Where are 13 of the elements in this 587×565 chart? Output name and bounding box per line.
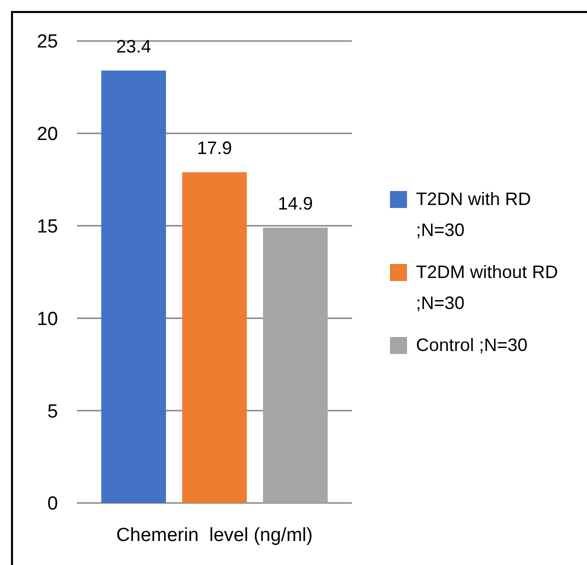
data-label: 17.9 (196, 138, 232, 158)
data-label: 23.4 (116, 36, 152, 57)
y-tick-label: 25 (36, 32, 58, 53)
y-tick-label: 15 (36, 216, 58, 238)
legend-label: Control ;N=30 (416, 335, 528, 355)
y-tick-label: 0 (47, 494, 58, 515)
legend-label: T2DM without RD ;N=30 (416, 262, 558, 313)
y-tick-label: 10 (36, 308, 58, 330)
legend-label: T2DN with RD ;N=30 (416, 189, 532, 240)
y-tick-label: 20 (36, 124, 58, 146)
x-axis-title: Chemerin level (ng/ml) (116, 525, 313, 546)
y-tick-label: 5 (47, 401, 58, 422)
data-label: 14.9 (278, 194, 313, 214)
